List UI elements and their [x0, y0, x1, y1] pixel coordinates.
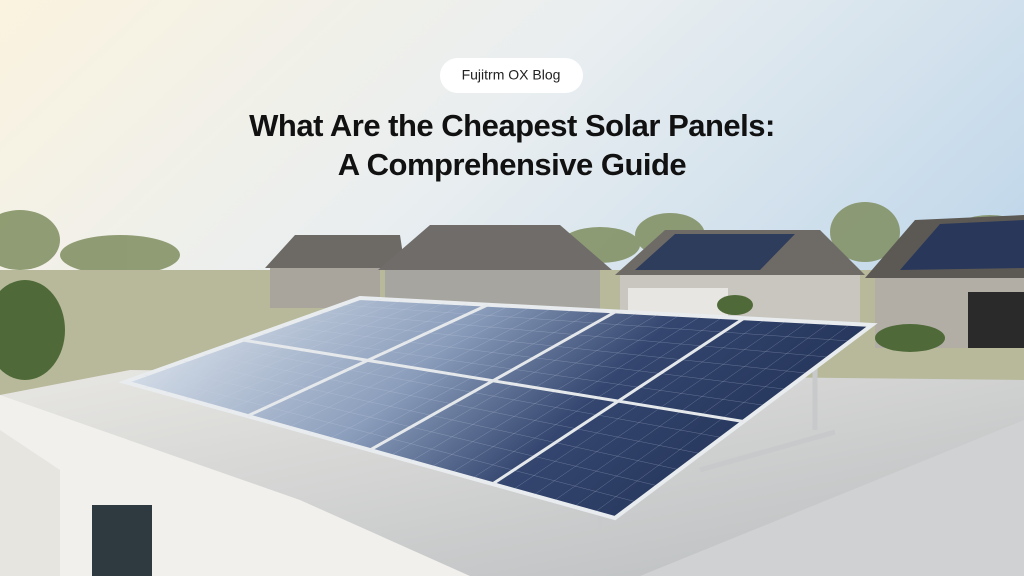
panel-line: [242, 338, 744, 423]
panel-line: [183, 360, 680, 470]
panel-line: [340, 304, 851, 342]
parapet: [640, 420, 1024, 576]
panel-grid: [144, 298, 851, 513]
panel-line: [301, 318, 808, 374]
panel-line: [222, 346, 723, 438]
badge-label: Fujitrm OX Blog: [462, 67, 561, 83]
panel-line: [262, 332, 765, 406]
panel-line: [281, 325, 787, 390]
window: [92, 505, 152, 576]
solar-panel-array: [118, 295, 878, 521]
title-line: What Are the Cheapest Solar Panels:: [249, 108, 775, 143]
panel-line: [144, 374, 637, 503]
badge: [440, 58, 583, 93]
panel-line: [203, 353, 701, 454]
panel-line: [164, 367, 658, 487]
title-line: A Comprehensive Guide: [338, 147, 687, 182]
mount: [597, 360, 836, 530]
panel-line: [320, 311, 830, 358]
wall: [0, 430, 60, 576]
